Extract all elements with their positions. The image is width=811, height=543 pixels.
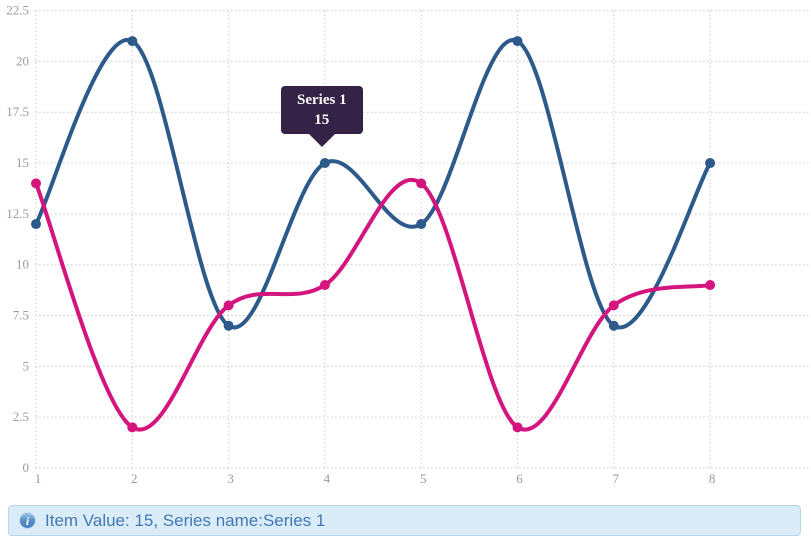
data-point-series1-x2[interactable]: [127, 36, 138, 47]
data-point-series1-x5[interactable]: [416, 219, 427, 230]
tooltip-series-name: Series 1: [297, 92, 347, 108]
chart-canvas[interactable]: 0 2.5 5 7.5 10 12.5 15 17.5 20 22.5 1 2 3 4 5 6 7 8: [0, 0, 811, 495]
data-point-series1-x3[interactable]: [223, 320, 234, 331]
data-point-series2-x4[interactable]: [319, 280, 330, 291]
x-tick-label: 3: [227, 471, 234, 486]
x-tick-label: 7: [613, 471, 620, 486]
y-tick-label: 15: [16, 155, 29, 170]
data-point-series2-x1[interactable]: [31, 178, 41, 189]
y-tick-label: 2.5: [13, 409, 29, 424]
data-point-series2-x2[interactable]: [127, 422, 138, 433]
data-point-series2-x5[interactable]: [416, 178, 427, 189]
y-tick-label: 17.5: [6, 104, 29, 119]
data-point-series1-x1[interactable]: [31, 219, 41, 230]
x-tick-label: 4: [324, 471, 331, 486]
status-bar: i Item Value: 15, Series name:Series 1: [8, 505, 801, 536]
data-point-series1-x4[interactable]: [319, 158, 330, 169]
y-tick-label: 7.5: [13, 308, 29, 323]
y-tick-label: 22.5: [6, 3, 29, 18]
data-point-series2-x7[interactable]: [608, 300, 619, 311]
tooltip: Series 1 15: [281, 86, 363, 147]
x-tick-label: 6: [516, 471, 523, 486]
series-1-line[interactable]: [34, 38, 713, 330]
data-point-series2-x6[interactable]: [512, 422, 523, 433]
data-point-series1-x8[interactable]: [705, 158, 716, 169]
data-point-series1-x6[interactable]: [512, 36, 523, 47]
x-tick-label: 5: [420, 471, 427, 486]
y-tick-label: 20: [16, 53, 29, 68]
y-tick-label: 5: [23, 358, 30, 373]
y-tick-label: 12.5: [6, 206, 29, 221]
x-tick-label: 1: [35, 471, 42, 486]
data-point-series1-x7[interactable]: [608, 320, 619, 331]
tooltip-value: 15: [314, 112, 330, 128]
x-tick-label: 8: [709, 471, 716, 486]
y-tick-label: 10: [16, 257, 29, 272]
data-point-series2-x3[interactable]: [223, 300, 234, 311]
x-tick-label: 2: [131, 471, 138, 486]
data-point-series2-x8[interactable]: [705, 280, 716, 291]
y-tick-label: 0: [23, 460, 30, 475]
info-icon: i: [19, 512, 36, 529]
status-text: Item Value: 15, Series name:Series 1: [45, 510, 326, 530]
line-chart: 0 2.5 5 7.5 10 12.5 15 17.5 20 22.5 1 2 3 4 5 6 7 8: [0, 0, 811, 495]
